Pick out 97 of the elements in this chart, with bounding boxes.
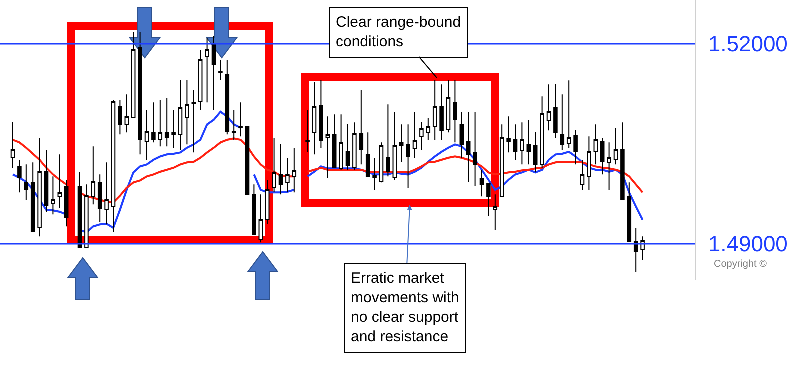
candlestick xyxy=(406,124,410,188)
candlestick xyxy=(493,194,498,230)
candlestick xyxy=(359,90,364,166)
candlestick xyxy=(212,36,216,110)
candlestick xyxy=(205,38,210,104)
candlestick xyxy=(232,110,236,140)
candlestick xyxy=(473,112,478,186)
candlestick xyxy=(118,100,122,136)
candlestick xyxy=(587,136,592,190)
candlestick xyxy=(453,80,458,144)
candlestick xyxy=(554,84,558,138)
candlestick xyxy=(540,96,544,168)
candlestick xyxy=(420,122,424,150)
candlestick xyxy=(607,142,612,190)
candlestick xyxy=(526,120,532,166)
candlestick xyxy=(172,110,176,148)
candlestick xyxy=(192,90,196,154)
candlestick xyxy=(225,60,230,136)
candlestick xyxy=(44,150,49,212)
candlestick xyxy=(634,228,638,272)
candlestick xyxy=(513,124,518,160)
candlestick xyxy=(546,84,552,132)
candlestick xyxy=(258,194,264,244)
text: Copyright © xyxy=(714,259,768,270)
candlestick xyxy=(185,80,190,146)
candlestick xyxy=(38,138,42,238)
candlestick xyxy=(480,170,484,198)
candlestick xyxy=(426,118,431,140)
candlestick xyxy=(627,182,632,242)
candlestick xyxy=(460,112,464,158)
candlestick xyxy=(520,122,524,166)
candlestick xyxy=(614,128,618,166)
candlestick xyxy=(326,116,330,178)
candlestick xyxy=(111,100,116,232)
candlestick xyxy=(18,160,22,194)
candlestick xyxy=(500,124,504,198)
candlestick xyxy=(319,80,324,148)
candlestick xyxy=(278,144,284,196)
candlestick xyxy=(600,138,605,176)
candlestick xyxy=(10,122,16,168)
candlestick xyxy=(58,154,62,208)
candlestick xyxy=(252,184,256,236)
candlestick xyxy=(30,162,36,232)
y-tick-label: 1.52000 xyxy=(708,32,788,57)
candlestick xyxy=(506,116,511,154)
candlestick xyxy=(332,114,337,168)
candlestick xyxy=(306,110,310,152)
candlestick xyxy=(580,160,585,190)
candlestick xyxy=(164,98,170,148)
candlestick xyxy=(286,158,290,192)
candlestick xyxy=(412,112,418,158)
candlestick xyxy=(386,104,390,178)
candlestick xyxy=(131,32,136,118)
candlestick xyxy=(352,122,357,170)
candlestick xyxy=(152,102,156,144)
candlestick xyxy=(292,148,297,194)
candlestick xyxy=(178,80,183,150)
candlestick xyxy=(594,124,598,166)
candlestick xyxy=(446,80,451,134)
candlestick xyxy=(366,132,370,178)
candlestick xyxy=(51,176,56,216)
candlestick xyxy=(124,94,130,134)
candlestick xyxy=(312,82,317,156)
candlestick xyxy=(78,172,82,248)
annotation: Erratic market movements with no clear support and resistance xyxy=(351,270,460,346)
candlestick xyxy=(198,50,203,110)
candlestick xyxy=(339,114,344,170)
candlestick xyxy=(432,80,438,140)
candlestick xyxy=(272,138,276,192)
candlestick xyxy=(158,100,163,148)
candlestick xyxy=(64,180,69,228)
candlestick xyxy=(218,60,223,80)
candlestick xyxy=(346,124,350,170)
candlestick xyxy=(392,112,398,180)
candlestick xyxy=(440,84,444,140)
candlestick xyxy=(574,130,578,166)
candlestick xyxy=(238,102,243,138)
candlestick xyxy=(620,122,625,200)
candlestick xyxy=(486,184,491,216)
candlestick xyxy=(98,174,102,222)
candlestick xyxy=(372,158,377,190)
candlestick xyxy=(144,110,150,160)
candlestick xyxy=(91,146,96,206)
candlestick xyxy=(84,184,89,248)
candlestick xyxy=(24,164,29,200)
candlestick xyxy=(265,180,270,224)
candlestick xyxy=(245,126,250,196)
candlestick xyxy=(466,112,471,182)
candlestick xyxy=(560,94,565,150)
y-tick-label: 1.49000 xyxy=(708,232,788,257)
candlestick xyxy=(104,162,109,226)
candlestick xyxy=(533,132,538,174)
candlestick xyxy=(566,80,572,148)
candlestick xyxy=(379,142,384,184)
candlestick xyxy=(138,32,142,156)
annotation: Clear range-bound conditions xyxy=(336,14,462,50)
candlestick xyxy=(399,124,404,162)
